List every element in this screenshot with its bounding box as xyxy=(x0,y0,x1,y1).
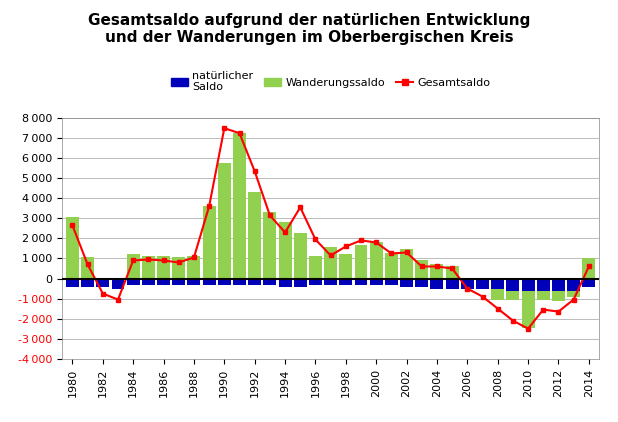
Bar xyxy=(582,258,595,279)
Bar xyxy=(81,279,94,287)
Bar xyxy=(127,254,140,279)
Bar xyxy=(461,279,474,281)
Bar xyxy=(446,267,459,279)
Bar xyxy=(294,279,307,287)
Bar xyxy=(218,279,231,284)
Bar xyxy=(415,260,428,279)
Bar xyxy=(324,279,337,284)
Bar xyxy=(506,279,519,290)
Bar xyxy=(537,279,550,290)
Bar xyxy=(203,206,216,279)
Bar xyxy=(172,257,185,279)
Legend: natürlicher
Saldo, Wanderungssaldo, Gesamtsaldo: natürlicher Saldo, Wanderungssaldo, Gesa… xyxy=(171,71,490,92)
Bar xyxy=(582,279,595,287)
Bar xyxy=(294,233,307,279)
Bar xyxy=(263,212,276,279)
Bar xyxy=(339,279,352,284)
Bar xyxy=(431,265,443,279)
Bar xyxy=(96,279,109,284)
Bar xyxy=(309,279,322,284)
Bar xyxy=(66,279,79,287)
Bar xyxy=(324,247,337,279)
Bar xyxy=(400,279,413,287)
Bar xyxy=(461,279,474,289)
Bar xyxy=(370,242,383,279)
Bar xyxy=(431,279,443,289)
Bar xyxy=(400,249,413,279)
Bar xyxy=(567,279,580,297)
Bar xyxy=(339,254,352,279)
Bar xyxy=(355,246,368,279)
Bar xyxy=(172,279,185,284)
Bar xyxy=(476,279,489,287)
Bar xyxy=(218,163,231,279)
Bar xyxy=(491,279,504,289)
Bar xyxy=(446,279,459,289)
Bar xyxy=(81,257,94,279)
Bar xyxy=(385,279,398,284)
Bar xyxy=(248,192,261,279)
Bar xyxy=(279,279,292,287)
Bar xyxy=(476,279,489,289)
Bar xyxy=(415,279,428,287)
Bar xyxy=(157,257,170,279)
Bar xyxy=(233,279,246,284)
Bar xyxy=(491,279,504,300)
Bar xyxy=(522,279,535,327)
Bar xyxy=(522,279,535,290)
Bar xyxy=(552,279,565,300)
Bar xyxy=(187,257,200,279)
Bar xyxy=(96,279,109,287)
Bar xyxy=(157,279,170,284)
Bar xyxy=(263,279,276,284)
Bar xyxy=(142,257,155,279)
Bar xyxy=(370,279,383,284)
Bar xyxy=(127,279,140,284)
Bar xyxy=(248,279,261,284)
Text: Gesamtsaldo aufgrund der natürlichen Entwicklung
und der Wanderungen im Oberberg: Gesamtsaldo aufgrund der natürlichen Ent… xyxy=(88,13,530,45)
Bar xyxy=(66,217,79,279)
Bar xyxy=(385,254,398,279)
Bar xyxy=(506,279,519,300)
Bar xyxy=(309,257,322,279)
Bar xyxy=(233,133,246,279)
Bar xyxy=(142,279,155,284)
Bar xyxy=(567,279,580,290)
Bar xyxy=(537,279,550,300)
Bar xyxy=(111,279,124,289)
Bar xyxy=(279,222,292,279)
Bar xyxy=(355,279,368,284)
Bar xyxy=(552,279,565,290)
Bar xyxy=(187,279,200,284)
Bar xyxy=(203,279,216,284)
Bar xyxy=(111,279,124,287)
